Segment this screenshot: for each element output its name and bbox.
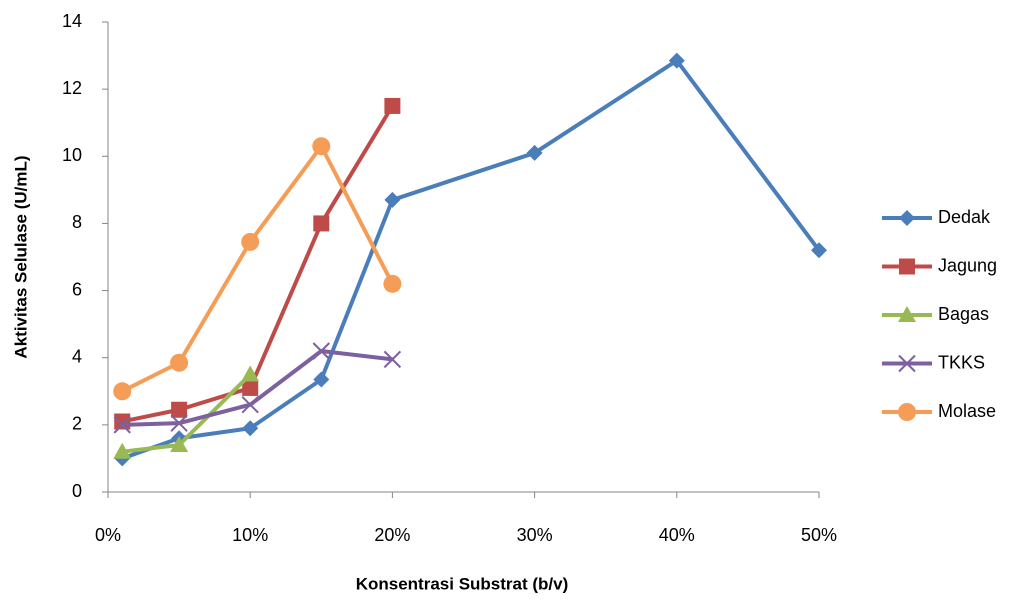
x-tick-label: 50% [801,525,837,545]
y-tick-label: 12 [62,78,82,98]
x-tick-label: 40% [659,525,695,545]
y-tick-label: 2 [72,414,82,434]
data-point [113,382,131,400]
y-axis-title: Aktivitas Selulase (U/mL) [11,155,30,358]
y-tick-label: 6 [72,279,82,299]
page: Konsentrasi Substrat (b/v) Aktivitas Sel… [0,0,1024,600]
y-tick-label: 14 [62,11,82,31]
data-point [384,98,400,114]
legend-marker [898,403,916,421]
series-line [122,106,392,422]
data-point [384,192,400,208]
y-tick-label: 0 [72,481,82,501]
legend-label: Jagung [938,255,997,275]
data-point [114,414,130,430]
legend-label: Bagas [938,304,989,324]
x-axis-title: Konsentrasi Substrat (b/v) [356,574,569,593]
y-tick-label: 10 [62,145,82,165]
chart: Konsentrasi Substrat (b/v) Aktivitas Sel… [0,0,1024,600]
x-tick-label: 0% [95,525,121,545]
data-point [171,402,187,418]
x-tick-label: 30% [517,525,553,545]
y-tick-label: 8 [72,212,82,232]
legend-marker [899,259,915,275]
legend-label: Molase [938,401,996,421]
data-point [383,275,401,293]
x-tick-label: 10% [232,525,268,545]
legend-label: Dedak [938,207,991,227]
data-point [312,137,330,155]
legend-marker [899,210,915,226]
data-point [313,215,329,231]
data-point [170,354,188,372]
x-tick-label: 20% [374,525,410,545]
y-tick-label: 4 [72,346,82,366]
data-point [241,233,259,251]
legend-label: TKKS [938,352,985,372]
